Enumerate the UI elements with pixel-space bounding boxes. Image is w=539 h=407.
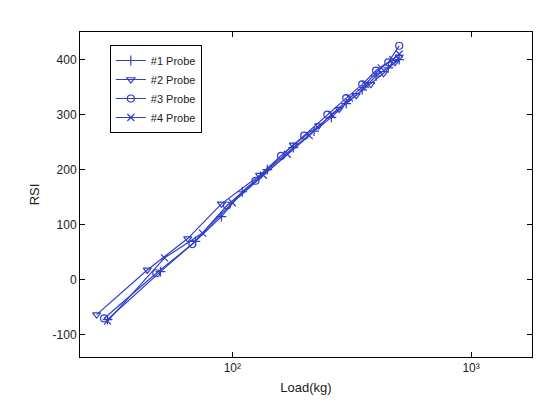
svg-text:#1 Probe: #1 Probe	[151, 55, 196, 67]
svg-text:#3 Probe: #3 Probe	[151, 93, 196, 105]
svg-text:400: 400	[57, 53, 77, 67]
svg-text:-100: -100	[53, 328, 77, 342]
svg-text:10³: 10³	[462, 361, 479, 375]
svg-text:100: 100	[57, 218, 77, 232]
svg-text:300: 300	[57, 108, 77, 122]
svg-text:#2 Probe: #2 Probe	[151, 74, 196, 86]
svg-text:200: 200	[57, 163, 77, 177]
svg-text:10²: 10²	[224, 361, 241, 375]
svg-text:Load(kg): Load(kg)	[280, 380, 331, 395]
svg-text:RSI: RSI	[27, 184, 42, 206]
svg-text:0: 0	[70, 273, 77, 287]
svg-text:#4 Probe: #4 Probe	[151, 112, 196, 124]
